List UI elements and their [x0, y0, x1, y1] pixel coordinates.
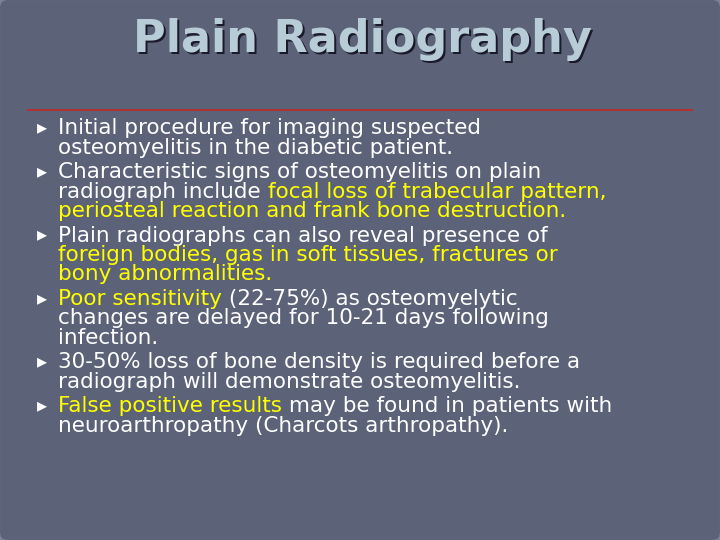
Text: changes are delayed for 10-21 days following: changes are delayed for 10-21 days follo…: [58, 308, 549, 328]
Text: focal loss of trabecular pattern,: focal loss of trabecular pattern,: [268, 181, 606, 201]
Text: bony abnormalities.: bony abnormalities.: [58, 265, 272, 285]
Text: radiograph include: radiograph include: [58, 181, 268, 201]
Text: infection.: infection.: [58, 328, 158, 348]
Text: ▸: ▸: [37, 353, 47, 372]
Text: Plain radiographs can also reveal presence of: Plain radiographs can also reveal presen…: [58, 226, 548, 246]
Text: foreign bodies, gas in soft tissues, fractures or: foreign bodies, gas in soft tissues, fra…: [58, 245, 558, 265]
Text: ▸: ▸: [37, 162, 47, 181]
Text: Plain Radiography: Plain Radiography: [135, 20, 593, 63]
Text: ▸: ▸: [37, 396, 47, 415]
Text: Initial procedure for imaging suspected: Initial procedure for imaging suspected: [58, 118, 481, 138]
Text: osteomyelitis in the diabetic patient.: osteomyelitis in the diabetic patient.: [58, 138, 453, 158]
Text: radiograph will demonstrate osteomyelitis.: radiograph will demonstrate osteomyeliti…: [58, 372, 521, 392]
Text: neuroarthropathy (Charcots arthropathy).: neuroarthropathy (Charcots arthropathy).: [58, 416, 508, 436]
Text: may be found in patients with: may be found in patients with: [282, 396, 612, 416]
Text: 30-50% loss of bone density is required before a: 30-50% loss of bone density is required …: [58, 353, 580, 373]
Text: False positive results: False positive results: [58, 396, 282, 416]
Text: (22-75%) as osteomyelytic: (22-75%) as osteomyelytic: [222, 289, 518, 309]
Text: ▸: ▸: [37, 289, 47, 308]
Text: ▸: ▸: [37, 226, 47, 245]
Text: Plain Radiography: Plain Radiography: [132, 18, 591, 61]
Text: Poor sensitivity: Poor sensitivity: [58, 289, 222, 309]
Text: ▸: ▸: [37, 118, 47, 137]
Text: Characteristic signs of osteomyelitis on plain: Characteristic signs of osteomyelitis on…: [58, 162, 541, 182]
Text: periosteal reaction and frank bone destruction.: periosteal reaction and frank bone destr…: [58, 201, 566, 221]
